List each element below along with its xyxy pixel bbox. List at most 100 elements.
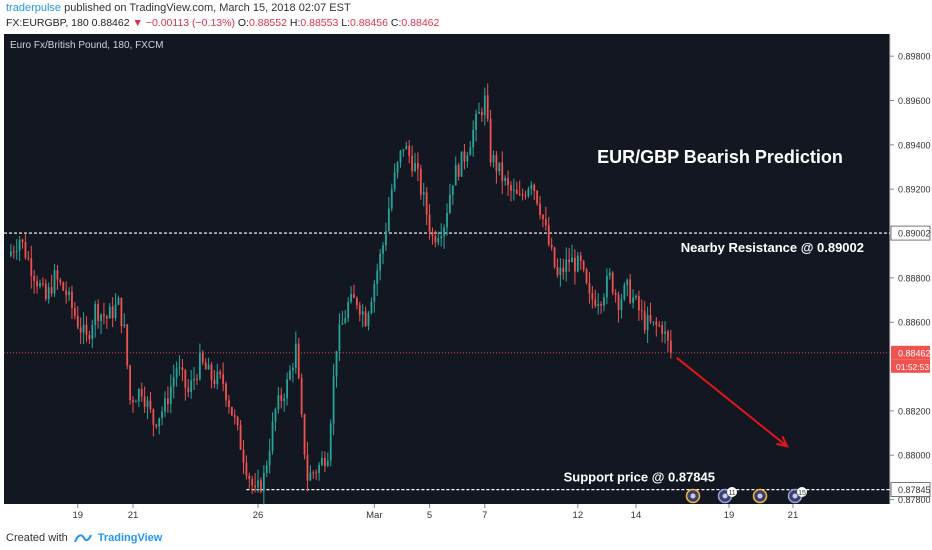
candle-body — [210, 364, 213, 380]
candle-body — [297, 343, 300, 379]
candle-body — [91, 324, 94, 340]
candle-body — [664, 331, 666, 334]
candle-body — [419, 168, 422, 195]
candle-body — [323, 457, 326, 466]
candle-body — [187, 387, 190, 393]
candle-body — [353, 294, 355, 298]
candle-body — [617, 294, 620, 310]
candle-body — [251, 479, 254, 486]
candle-body — [166, 398, 169, 405]
candle-body — [143, 396, 146, 407]
candle-body — [475, 113, 477, 130]
candle-body — [454, 165, 457, 186]
candle-body — [283, 398, 286, 401]
chart-area[interactable]: Euro Fx/British Pound, 180, FXCM 0.89800 0… — [0, 32, 932, 524]
candle-body — [152, 409, 155, 425]
candle-body — [408, 145, 411, 156]
candle-body — [489, 118, 492, 163]
candle-body — [329, 423, 332, 461]
candle-body — [338, 324, 341, 352]
candle-body — [94, 304, 97, 325]
x-tick-label: 19 — [72, 510, 83, 521]
candle-body — [402, 149, 405, 151]
candle-body — [286, 379, 289, 399]
candle-body — [228, 400, 230, 407]
candle-body — [463, 151, 466, 162]
candle-body — [161, 411, 163, 419]
x-tick-label: 12 — [573, 510, 584, 521]
candle-body — [614, 292, 617, 295]
chart-title: EUR/GBP Bearish Prediction — [597, 147, 843, 167]
publish-info: published on TradingView.com, March 15, … — [64, 2, 351, 14]
candle-body — [344, 318, 347, 324]
candle-body — [486, 95, 489, 119]
candle-body — [332, 376, 335, 424]
event-flag-icon — [722, 493, 728, 499]
candle-body — [501, 162, 504, 182]
candle-body — [495, 155, 498, 172]
candle-body — [71, 291, 73, 308]
candle-body — [518, 193, 521, 195]
candle-body — [530, 184, 533, 189]
candle-body — [603, 297, 605, 306]
price-tag-level — [890, 225, 931, 241]
tradingview-brand[interactable]: TradingView — [97, 532, 163, 544]
candle-body — [451, 185, 454, 195]
candle-body — [239, 425, 242, 450]
x-tick-label: 26 — [253, 510, 264, 521]
y-tick-label: 0.89600 — [898, 96, 931, 106]
candle-body — [193, 378, 195, 381]
candle-body — [204, 362, 207, 370]
candle-body — [326, 460, 329, 466]
candle-body — [658, 325, 661, 327]
y-tick-label: 0.87845 — [898, 485, 931, 495]
price-chart[interactable]: Euro Fx/British Pound, 180, FXCM 0.89800 0… — [0, 32, 932, 524]
candle-body — [620, 299, 623, 310]
candle-body — [18, 239, 21, 251]
event-flag-icon — [690, 493, 696, 499]
candle-body — [376, 270, 379, 285]
footer: Created with TradingView — [6, 532, 162, 544]
candle-body — [422, 192, 425, 195]
low-label: L: — [341, 17, 351, 29]
open-value: 0.88552 — [248, 17, 287, 29]
candle-body — [158, 418, 161, 427]
tradingview-logo-icon — [73, 534, 92, 543]
candle-body — [498, 162, 501, 172]
candle-body — [15, 250, 18, 252]
candle-body — [361, 311, 364, 315]
candle-body — [190, 380, 193, 393]
candle-body — [358, 305, 361, 315]
candle-body — [248, 475, 251, 480]
candle-body — [373, 284, 376, 302]
x-tick-label: 19 — [724, 510, 735, 521]
change-value: −0.00113 (−0.13%) — [145, 17, 235, 29]
candle-body — [303, 414, 306, 455]
candle-body — [257, 480, 259, 488]
candle-body — [65, 290, 68, 296]
candle-body — [117, 297, 120, 305]
candle-body — [245, 462, 248, 476]
candle-body — [289, 370, 291, 380]
candle-body — [265, 465, 268, 473]
countdown-label: 01:52:53 — [896, 362, 929, 372]
candle-body — [533, 184, 536, 191]
author-link[interactable]: traderpulse — [6, 2, 62, 14]
candle-body — [114, 304, 117, 319]
candle-body — [53, 270, 56, 294]
candle-body — [364, 311, 367, 326]
candle-body — [335, 351, 338, 377]
candle-body — [274, 409, 277, 422]
candle-body — [582, 261, 585, 270]
candle-body — [196, 378, 198, 380]
candle-body — [643, 311, 646, 331]
candle-body — [449, 194, 451, 213]
candle-body — [608, 272, 611, 276]
candle-body — [213, 379, 216, 385]
candle-body — [370, 301, 373, 314]
candle-body — [62, 282, 65, 291]
candle-body — [512, 189, 515, 191]
candle-body — [100, 314, 102, 321]
candle-body — [146, 400, 149, 407]
candle-body — [47, 287, 50, 300]
